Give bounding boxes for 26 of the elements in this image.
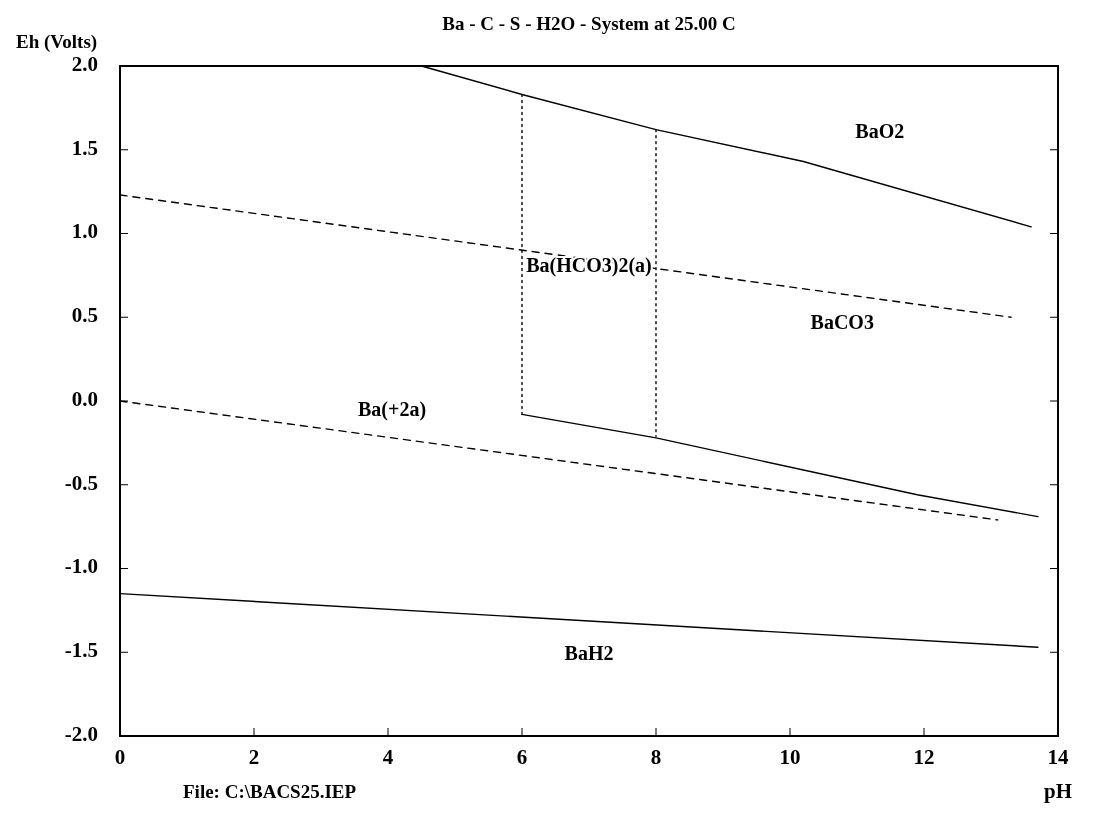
x-tick-label: 10 <box>779 745 801 769</box>
x-tick-label: 0 <box>114 745 126 769</box>
annotation: Ba(+2a) <box>357 397 427 421</box>
text: File: C:\BACS25.IEP <box>183 781 357 802</box>
x-axis-title: pH <box>1043 779 1073 803</box>
chart-title: Ba - C - S - H2O - System at 25.00 C <box>442 13 736 34</box>
x-tick-label: 2 <box>248 745 260 769</box>
y-axis-title: Eh (Volts) <box>16 31 98 53</box>
y-tick-label: 2.0 <box>71 51 98 76</box>
annotation: BaO2 <box>855 119 905 142</box>
annotation: BaCO3 <box>810 310 874 333</box>
y-tick-label: 1.5 <box>71 135 98 160</box>
y-tick-label: 0.5 <box>71 303 98 328</box>
x-tick-label: 4 <box>382 745 394 769</box>
y-tick-label: 0.0 <box>71 386 98 411</box>
x-tick-label: 14 <box>1047 745 1069 769</box>
x-tick-label: 6 <box>516 745 528 769</box>
x-tick-label: 8 <box>650 745 662 769</box>
y-tick-label: -0.5 <box>64 470 98 495</box>
y-tick-label: 1.0 <box>71 219 98 244</box>
y-tick-label: -1.0 <box>64 554 98 579</box>
x-tick-label: 12 <box>913 745 935 769</box>
y-tick-label: -1.5 <box>64 638 98 663</box>
annotation: BaH2 <box>564 642 614 665</box>
annotation: Ba(HCO3)2(a) <box>526 253 652 277</box>
y-tick-label: -2.0 <box>64 721 98 746</box>
